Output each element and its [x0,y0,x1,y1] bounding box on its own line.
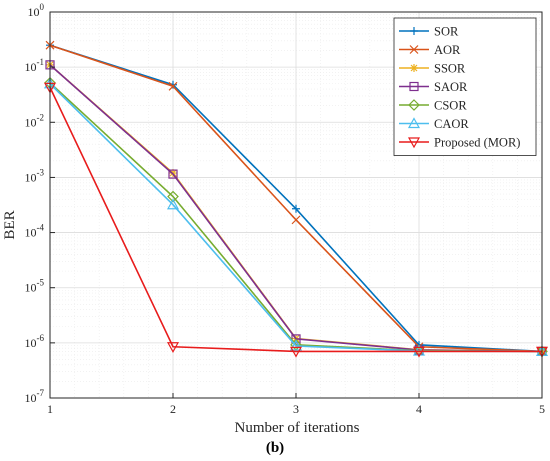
legend-label: CSOR [434,99,467,113]
y-tick-label: 10-1 [25,57,45,74]
x-tick-label: 3 [293,402,299,416]
legend-entry: SSOR [399,62,466,76]
marker-plus [292,204,300,213]
marker-square [168,169,178,179]
marker-triangle-up [412,344,426,356]
y-tick-label: 10-7 [25,388,45,405]
subfigure-label: (b) [265,440,285,456]
marker-triangle-down [407,137,421,149]
marker-diamond [167,190,179,203]
marker-x [291,215,301,225]
y-tick-label: 10-4 [25,223,45,240]
x-tick-label: 1 [47,402,53,416]
legend: SOR AOR SSOR SAOR CSOR CAOR Proposed (MOR) [393,17,537,156]
legend-entry: Proposed (MOR) [399,136,520,150]
marker-star [410,64,418,72]
legend-entry: AOR [399,43,461,57]
marker-triangle-up [289,339,303,351]
legend-entry: SAOR [399,80,468,94]
x-tick-label: 5 [539,402,545,416]
legend-entry: CAOR [399,117,469,131]
legend-entry: CSOR [399,99,467,113]
x-axis-label: Number of iterations [235,420,360,436]
marker-x [409,45,419,54]
legend-label: Proposed (MOR) [434,136,520,150]
marker-x [168,81,178,91]
legend-label: SAOR [434,80,468,94]
marker-triangle-up [407,117,421,129]
y-axis-label: BER [2,210,18,239]
series-line [49,87,542,353]
marker-plus [410,27,418,35]
legend-label: CAOR [434,117,469,131]
legend-label: SSOR [434,62,466,76]
legend-label: AOR [434,43,461,57]
marker-triangle-down [166,342,180,353]
marker-square [409,81,419,92]
y-tick-label: 10-5 [25,278,45,295]
marker-triangle-down [412,346,426,358]
tick-layer: 10-7 10-6 10-5 10-4 10-3 10-2 10-1 100 1 2 3 4 5 [25,2,546,416]
y-tick-label: 10-2 [25,112,45,129]
marker-diamond [408,99,420,111]
y-tick-label: 100 [28,2,45,19]
series-proposed-mor [43,82,549,358]
marker-triangle-up [166,198,180,210]
series-layer [43,40,549,358]
y-tick-label: 10-6 [25,333,45,350]
y-tick-label: 10-3 [25,167,45,184]
legend-entry: SOR [399,25,459,39]
marker-triangle-down [289,346,303,358]
x-tick-label: 4 [416,402,422,416]
x-tick-label: 2 [170,402,176,416]
legend-label: SOR [434,25,459,39]
